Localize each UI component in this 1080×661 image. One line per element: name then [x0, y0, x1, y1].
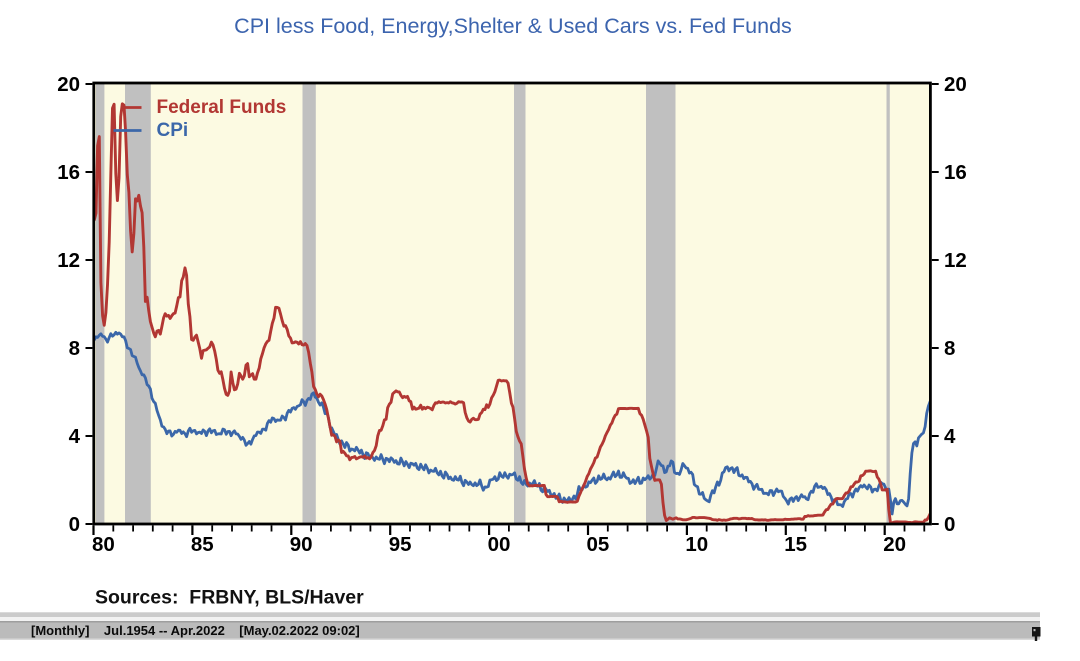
- svg-text:[Monthly] Jul.1954 -- Apr.2: [Monthly] Jul.1954 -- Apr.2022 [May.02.2…: [31, 623, 360, 638]
- svg-text:0: 0: [944, 513, 955, 536]
- svg-text:80: 80: [92, 533, 115, 556]
- svg-text:Sources: FRBNY, BLS/Haver: Sources: FRBNY, BLS/Haver: [95, 587, 364, 609]
- svg-text:16: 16: [944, 161, 967, 184]
- svg-text:12: 12: [944, 249, 967, 272]
- svg-text:20: 20: [944, 73, 967, 96]
- svg-text:4: 4: [69, 425, 81, 448]
- svg-text:90: 90: [290, 533, 313, 556]
- svg-text:CPi: CPi: [157, 120, 189, 141]
- svg-text:4: 4: [944, 425, 956, 448]
- svg-text:95: 95: [389, 533, 412, 556]
- svg-text:CPI less Food, Energy,Shelter: CPI less Food, Energy,Shelter & Used Car…: [234, 14, 792, 38]
- svg-text:85: 85: [191, 533, 214, 556]
- svg-text:20: 20: [57, 73, 80, 96]
- svg-text:12: 12: [57, 249, 80, 272]
- svg-text:8: 8: [944, 337, 955, 360]
- svg-text:Federal Funds: Federal Funds: [157, 97, 287, 118]
- svg-text:8: 8: [69, 337, 80, 360]
- svg-text:20: 20: [883, 533, 906, 556]
- svg-text:00: 00: [488, 533, 511, 556]
- svg-text:05: 05: [586, 533, 609, 556]
- svg-text:15: 15: [784, 533, 807, 556]
- svg-text:16: 16: [57, 161, 80, 184]
- svg-text:0: 0: [69, 513, 80, 536]
- svg-text:10: 10: [685, 533, 708, 556]
